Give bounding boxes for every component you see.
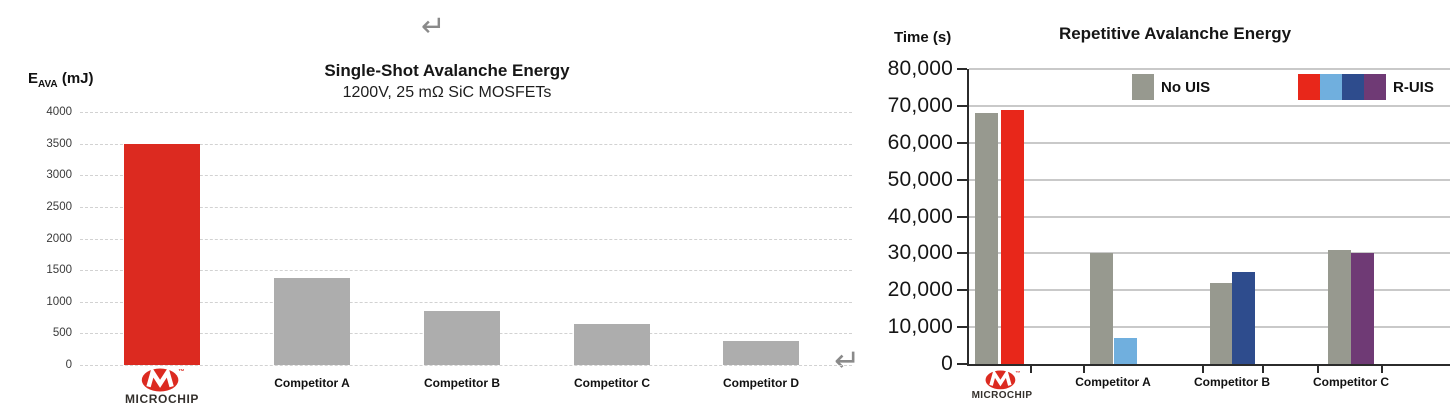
gridline [80, 365, 852, 366]
left-chart-header: Single-Shot Avalanche Energy 1200V, 25 m… [167, 61, 727, 102]
x-category-label: Competitor C [574, 376, 650, 390]
x-axis-tick [1083, 366, 1085, 373]
bar-r-uis-competitor-a [1114, 338, 1137, 364]
gridline [969, 68, 1450, 70]
y-axis-tick [957, 252, 967, 255]
bar-competitor-a [274, 277, 350, 365]
y-tick-label: 30,000 [887, 241, 953, 265]
x-axis-tick [1262, 366, 1264, 373]
gridline [80, 270, 852, 272]
trademark-symbol: ™ [178, 368, 184, 375]
right-chart-title: Repetitive Avalanche Energy [1058, 24, 1292, 43]
microchip-wordmark: MICROCHIP [124, 392, 200, 406]
legend-r-uis: R-UIS [1298, 74, 1434, 100]
x-axis-tick [1030, 366, 1032, 373]
y-tick-label: 3500 [46, 137, 72, 150]
y-tick-label: 1500 [46, 264, 72, 277]
bar-competitor-b [424, 310, 500, 365]
y-tick-label: 80,000 [887, 57, 953, 80]
bar-r-uis-competitor-b [1232, 271, 1255, 364]
y-axis-tick [957, 178, 967, 181]
y-tick-label: 70,000 [887, 93, 953, 117]
x-axis-tick [1202, 366, 1204, 373]
y-tick-label: 4000 [46, 106, 72, 118]
gridline [969, 141, 1450, 144]
y-axis-tick [957, 363, 967, 365]
y-axis-tick [957, 104, 967, 107]
x-category-label: Competitor C [1313, 375, 1389, 389]
gridline [80, 175, 852, 177]
return-arrow-icon: ↵ [421, 9, 446, 43]
y-tick-label: 2000 [46, 232, 72, 245]
bar-no-uis-microchip [975, 113, 998, 364]
left-y-axis-title: EAVA (mJ) [28, 70, 94, 90]
bar-r-uis-microchip [1001, 109, 1024, 364]
y-tick-label: 40,000 [887, 204, 953, 228]
y-axis-tick [957, 141, 967, 144]
left-chart-subtitle: 1200V, 25 mΩ SiC MOSFETs [342, 84, 552, 101]
bar-no-uis-competitor-a [1090, 253, 1113, 364]
y-axis-tick [957, 68, 967, 70]
gridline [80, 238, 852, 240]
trademark-symbol: ™ [1015, 370, 1020, 376]
gridline [80, 143, 852, 145]
x-axis-tick [1317, 366, 1319, 373]
left-plot-area: 0 500 1000 1500 2000 2500 3000 3500 4000 ™ MICRO… [46, 106, 852, 406]
gridline [969, 252, 1450, 255]
left-chart-title: Single-Shot Avalanche Energy [324, 61, 570, 80]
legend-swatch-r-uis-purple [1364, 74, 1386, 100]
microchip-logo: ™ MICROCHIP [947, 369, 1057, 401]
legend-label-no-uis: No UIS [1161, 78, 1211, 96]
gridline [80, 112, 852, 113]
bar-no-uis-competitor-c [1328, 249, 1351, 364]
x-axis-tick [1381, 366, 1383, 373]
x-category-label: Competitor D [723, 376, 799, 390]
microchip-logo-icon: ™ [985, 369, 1020, 390]
y-tick-label: 10,000 [887, 315, 953, 339]
gridline [80, 206, 852, 208]
y-tick-label: 0 [65, 359, 72, 371]
bar-competitor-d [723, 341, 799, 365]
y-axis-tick [957, 215, 967, 218]
y-tick-label: 60,000 [887, 130, 953, 154]
bar-no-uis-competitor-b [1210, 282, 1233, 364]
gridline [969, 104, 1450, 107]
y-tick-label: 3000 [46, 169, 72, 182]
y-axis-tick [957, 326, 967, 329]
legend-swatch-r-uis-darkblue [1342, 74, 1364, 100]
microchip-logo: ™ MICROCHIP [107, 367, 217, 406]
right-plot-area: No UIS R-UIS 0 10,000 20,000 30,000 40,000 50… [888, 57, 1450, 401]
legend-swatch-no-uis [1132, 74, 1154, 100]
microchip-logo-icon: ™ [141, 367, 185, 392]
bar-competitor-c [574, 323, 650, 365]
legend-swatch-r-uis-lightblue [1320, 74, 1342, 100]
gridline [969, 326, 1450, 329]
gridline [969, 178, 1450, 181]
y-tick-label: 500 [52, 327, 72, 340]
gridline [80, 301, 852, 303]
y-tick-label: 1000 [46, 295, 72, 308]
legend-label-r-uis: R-UIS [1393, 78, 1434, 96]
return-arrow-icon: ↵ [834, 343, 860, 379]
gridline [969, 215, 1450, 218]
y-tick-label: 0 [941, 352, 953, 375]
y-tick-label: 20,000 [887, 278, 953, 302]
y-tick-label: 50,000 [887, 167, 953, 191]
bar-r-uis-competitor-c [1351, 253, 1374, 364]
bar-microchip [124, 143, 200, 365]
y-tick-label: 2500 [46, 200, 72, 213]
x-category-label: Competitor B [424, 376, 500, 390]
right-y-axis-title: Time (s) [894, 29, 952, 46]
legend-swatch-r-uis-red [1298, 74, 1320, 100]
gridline [969, 289, 1450, 292]
y-axis-tick [957, 289, 967, 292]
x-category-label: Competitor A [1075, 375, 1151, 389]
legend-no-uis: No UIS [1132, 74, 1210, 100]
x-category-label: Competitor B [1194, 375, 1270, 389]
x-category-label: Competitor A [274, 376, 350, 390]
microchip-wordmark: MICROCHIP [971, 390, 1033, 401]
